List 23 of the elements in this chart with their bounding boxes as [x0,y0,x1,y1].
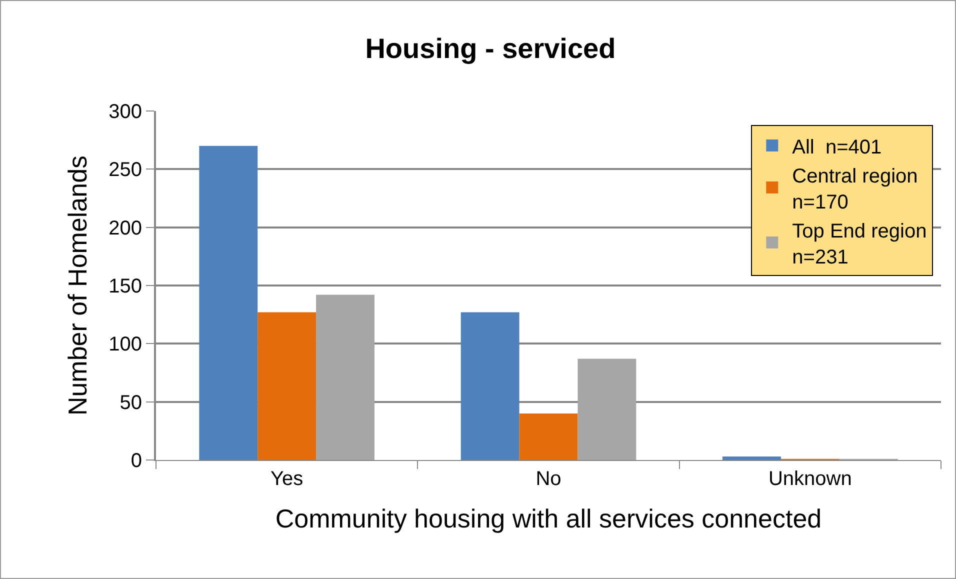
bar [258,312,316,460]
y-tick-label: 200 [108,217,142,240]
chart-title: Housing - serviced [365,33,616,64]
legend-label: All n=401 [792,136,882,158]
x-axis-title: Community housing with all services connected [275,504,822,534]
x-tick-label: No [536,468,562,490]
legend-label: Top End region n=231 [792,220,927,268]
x-tick-label: Yes [270,468,304,490]
bar [722,456,781,460]
y-tick-label: 50 [120,392,142,414]
bar [199,146,258,460]
bar [316,294,374,460]
y-tick-label: 100 [108,334,142,356]
bar [578,358,636,460]
y-tick-label: 0 [130,450,142,472]
legend-label: Central region n=170 [792,165,918,214]
y-tick-label: 300 [108,101,142,123]
y-tick-label: 250 [108,159,142,182]
y-axis-title: Number of Homelands [62,155,93,416]
bar [460,312,520,460]
y-tick-label: 150 [108,276,142,298]
x-tick-label: Unknown [768,468,852,490]
bar [519,413,578,460]
